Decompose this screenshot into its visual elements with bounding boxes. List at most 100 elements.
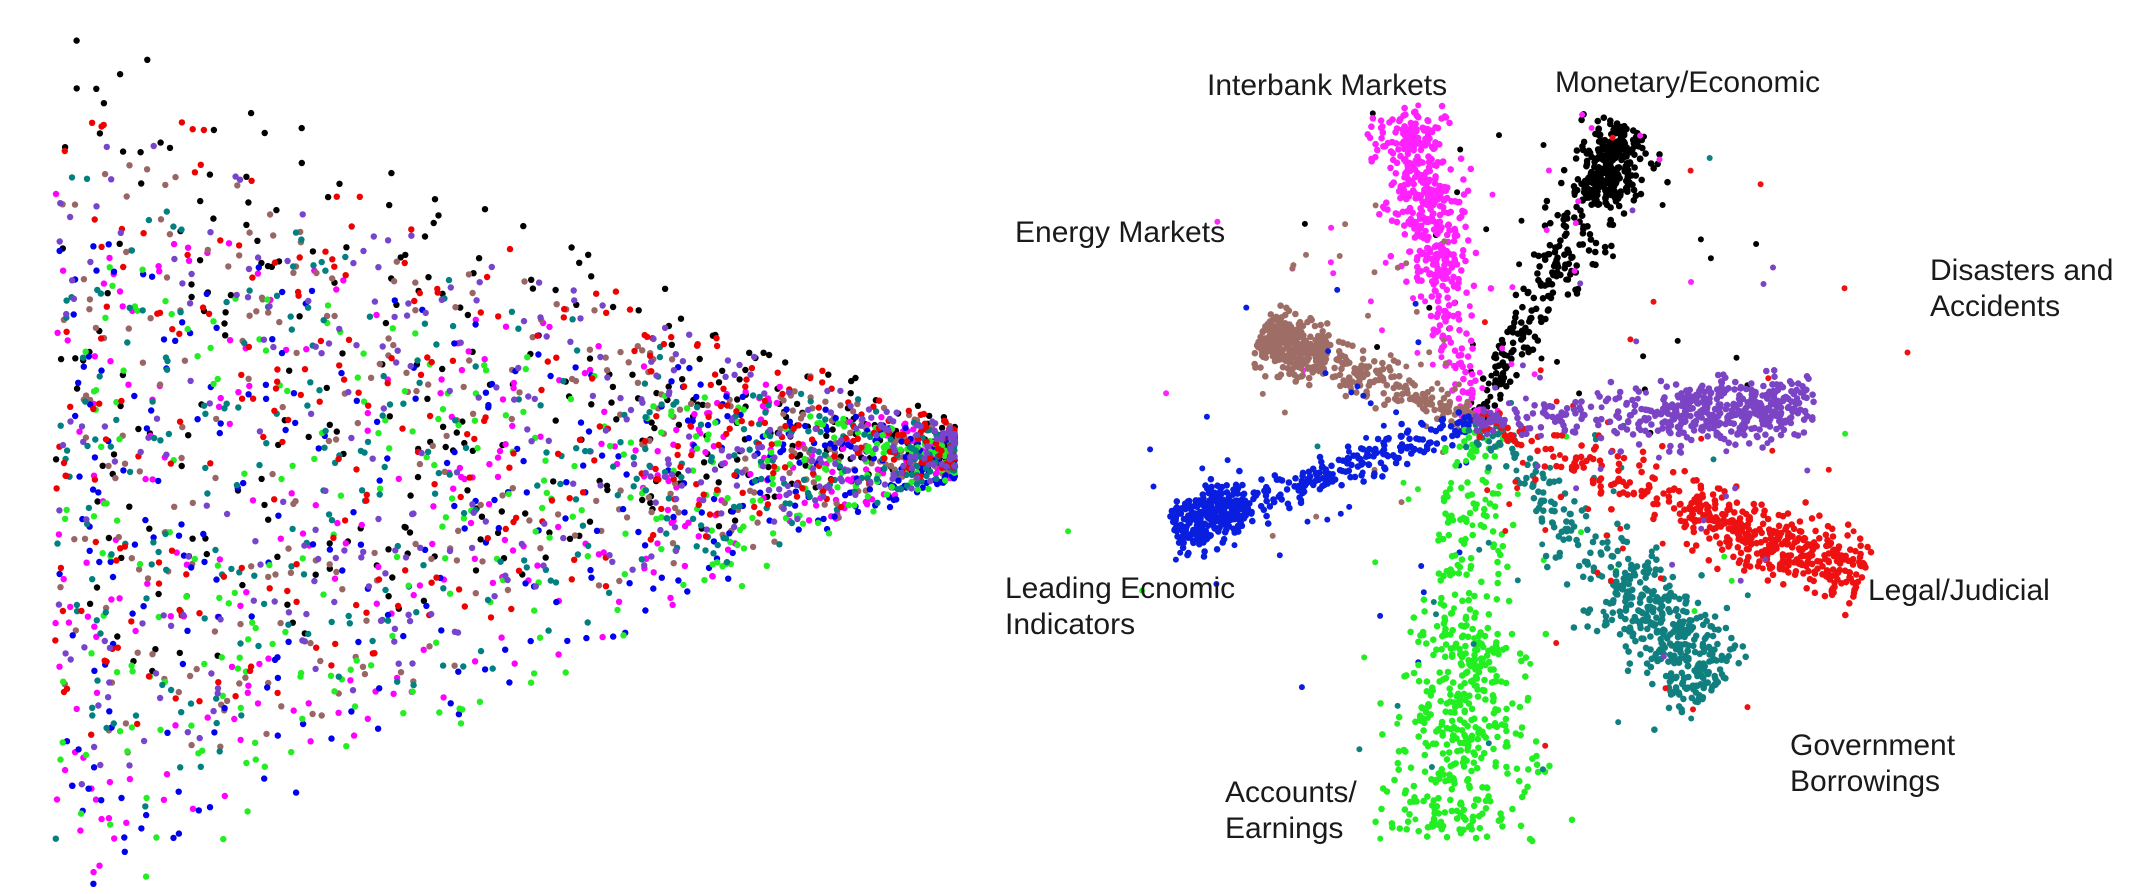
left-point	[210, 380, 217, 388]
point-interbank-markets	[1425, 158, 1433, 166]
point-interbank-markets	[1588, 125, 1595, 131]
left-point	[92, 436, 99, 443]
left-point	[416, 379, 423, 386]
left-point	[410, 681, 417, 689]
point-interbank-markets	[1395, 146, 1402, 153]
left-point	[376, 477, 383, 484]
left-point	[301, 366, 309, 373]
left-point	[95, 489, 102, 496]
point-interbank-markets	[1423, 236, 1431, 244]
left-point	[819, 488, 827, 495]
point-leading-ecnomic-indicators	[1218, 483, 1226, 491]
left-point	[400, 710, 407, 717]
point-leading-ecnomic-indicators	[1225, 500, 1232, 507]
left-point	[274, 378, 281, 385]
left-point	[711, 371, 719, 378]
left-point	[623, 471, 630, 478]
left-point	[687, 422, 694, 430]
left-point	[296, 313, 303, 320]
point-monetary-economic	[1592, 248, 1599, 256]
left-point	[573, 347, 581, 354]
left-point	[801, 499, 808, 506]
left-point	[586, 448, 593, 455]
left-point	[718, 447, 725, 454]
left-point	[303, 346, 310, 353]
point-monetary-economic	[1664, 178, 1671, 186]
left-point	[823, 466, 830, 473]
point-energy-markets	[1331, 364, 1338, 372]
left-point	[799, 485, 806, 492]
point-interbank-markets	[1572, 220, 1579, 227]
left-point	[94, 677, 101, 684]
left-point	[256, 660, 263, 668]
left-point	[680, 383, 688, 390]
left-point	[266, 211, 274, 218]
left-point	[494, 529, 502, 537]
point-energy-markets	[1390, 357, 1398, 364]
left-point	[708, 527, 715, 534]
left-point	[643, 333, 651, 340]
point-leading-ecnomic-indicators	[1206, 497, 1213, 504]
point-leading-ecnomic-indicators	[1346, 448, 1352, 455]
left-point	[125, 325, 132, 332]
point-interbank-markets	[1380, 143, 1387, 150]
left-point	[142, 803, 149, 810]
left-point	[358, 554, 365, 561]
left-point	[412, 307, 419, 314]
point-leading-ecnomic-indicators	[1218, 498, 1225, 506]
left-point	[668, 471, 676, 478]
left-point	[597, 353, 604, 361]
left-point	[923, 449, 931, 457]
point-energy-markets	[1371, 269, 1378, 276]
point-monetary-economic	[1564, 209, 1571, 217]
left-point	[83, 516, 90, 523]
point-leading-ecnomic-indicators	[1360, 478, 1367, 485]
point-energy-markets	[1285, 307, 1293, 315]
point-leading-ecnomic-indicators	[1264, 487, 1272, 495]
left-point	[86, 547, 93, 554]
left-point	[113, 669, 121, 676]
left-point	[184, 627, 191, 634]
left-point	[326, 421, 333, 428]
left-point	[53, 796, 61, 803]
left-point	[160, 336, 168, 343]
left-point	[466, 474, 473, 481]
point-monetary-economic	[1572, 186, 1579, 193]
point-leading-ecnomic-indicators	[1412, 300, 1419, 307]
point-leading-ecnomic-indicators	[1345, 467, 1353, 475]
left-point	[495, 313, 502, 320]
point-interbank-markets	[1456, 326, 1463, 334]
left-point	[266, 561, 273, 569]
left-point	[602, 354, 609, 361]
point-interbank-markets	[1424, 177, 1431, 184]
point-interbank-markets	[1458, 345, 1466, 352]
left-point	[390, 278, 398, 285]
point-leading-ecnomic-indicators	[1258, 476, 1265, 483]
point-energy-markets	[1319, 359, 1326, 367]
left-point	[66, 213, 74, 221]
left-point	[166, 231, 174, 238]
left-point	[144, 580, 151, 587]
left-point	[194, 353, 201, 360]
left-point	[315, 445, 322, 452]
left-point	[821, 442, 829, 449]
left-point	[214, 685, 222, 692]
left-point	[266, 303, 273, 310]
left-point	[262, 381, 270, 388]
point-interbank-markets	[1656, 156, 1663, 163]
left-point	[73, 705, 80, 713]
left-point	[246, 382, 253, 390]
left-point	[136, 560, 144, 568]
point-energy-markets	[1339, 339, 1347, 347]
left-point	[646, 409, 653, 416]
left-point	[374, 725, 382, 732]
left-point	[331, 575, 339, 582]
left-point	[380, 372, 387, 380]
point-interbank-markets	[1433, 329, 1440, 336]
left-point	[402, 567, 409, 574]
point-interbank-markets	[1452, 365, 1459, 372]
left-point	[412, 330, 419, 337]
left-point	[339, 350, 346, 357]
left-point	[672, 547, 680, 555]
left-point	[708, 454, 715, 461]
